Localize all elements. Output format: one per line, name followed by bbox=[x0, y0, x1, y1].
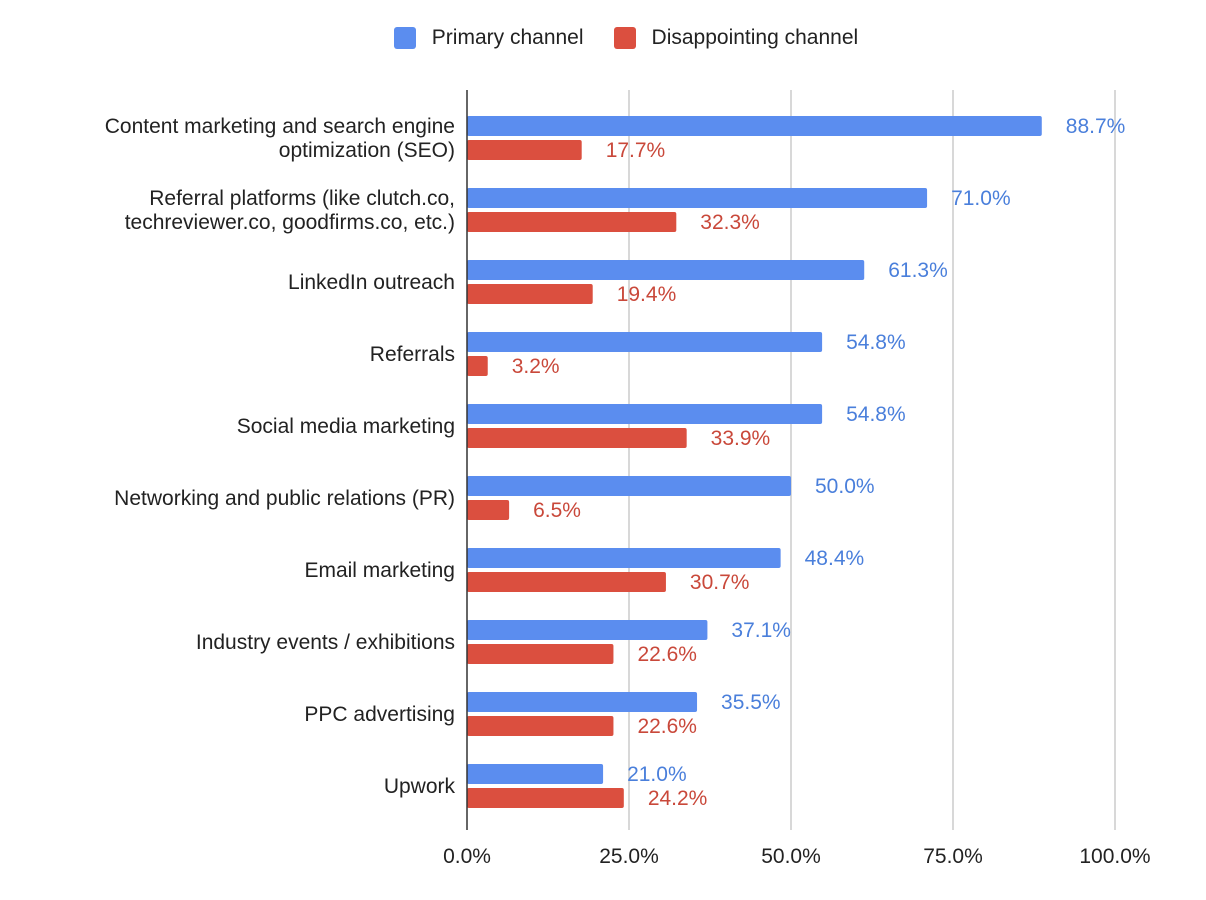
category-label: Content marketing and search engine optim… bbox=[105, 115, 455, 162]
x-tick-label: 75.0% bbox=[923, 845, 983, 868]
data-label: 22.6% bbox=[637, 643, 697, 666]
category-label-line: Referral platforms (like clutch.co, bbox=[149, 187, 455, 210]
x-tick-label: 25.0% bbox=[599, 845, 659, 868]
data-label: 71.0% bbox=[951, 187, 1011, 210]
category-label-line: Upwork bbox=[384, 775, 456, 798]
data-label: 22.6% bbox=[637, 715, 697, 738]
bar-primary bbox=[467, 548, 781, 568]
legend-label-primary: Primary channel bbox=[431, 26, 584, 49]
bar-primary bbox=[467, 764, 604, 784]
bar-disappointing bbox=[467, 212, 677, 232]
category-label: Networking and public relations (PR) bbox=[114, 487, 455, 510]
category-label: Referrals bbox=[370, 343, 455, 366]
bar-disappointing bbox=[467, 284, 593, 304]
data-label: 6.5% bbox=[533, 499, 581, 522]
bar-disappointing bbox=[467, 140, 582, 160]
bar-disappointing bbox=[467, 788, 624, 808]
bar-disappointing bbox=[467, 644, 614, 664]
category-label-line: techreviewer.co, goodfirms.co, etc.) bbox=[125, 211, 455, 234]
bar-disappointing bbox=[467, 500, 510, 520]
category-label: Referral platforms (like clutch.co, techr… bbox=[125, 187, 455, 234]
category-label-line: Email marketing bbox=[304, 559, 455, 582]
legend-swatch-disappointing bbox=[613, 27, 636, 49]
bar-primary bbox=[467, 404, 823, 424]
data-label: 17.7% bbox=[606, 139, 666, 162]
data-label: 3.2% bbox=[512, 355, 560, 378]
x-axis-ticks: 0.0% 25.0% 50.0% 75.0% 100.0% bbox=[443, 845, 1151, 868]
bar-primary bbox=[467, 332, 823, 352]
data-label: 35.5% bbox=[721, 691, 781, 714]
data-labels: 88.7% 17.7% 71.0% 32.3% 61.3% 19.4% 54.8% 3.2% 5… bbox=[512, 115, 1126, 810]
bar-disappointing bbox=[467, 428, 687, 448]
data-label: 21.0% bbox=[627, 763, 687, 786]
category-label: Upwork bbox=[384, 775, 456, 798]
category-label: LinkedIn outreach bbox=[288, 271, 455, 294]
category-label: Email marketing bbox=[304, 559, 455, 582]
legend-swatch-primary bbox=[393, 27, 416, 49]
data-label: 54.8% bbox=[846, 403, 906, 426]
data-label: 30.7% bbox=[690, 571, 750, 594]
data-label: 37.1% bbox=[731, 619, 791, 642]
x-tick-label: 50.0% bbox=[761, 845, 821, 868]
category-label: PPC advertising bbox=[304, 703, 455, 726]
data-label: 33.9% bbox=[711, 427, 771, 450]
bar-disappointing bbox=[467, 716, 614, 736]
category-label: Industry events / exhibitions bbox=[196, 631, 455, 654]
data-label: 24.2% bbox=[648, 787, 708, 810]
chart-legend: Primary channel Disappointing channel bbox=[0, 26, 1206, 50]
legend-item-primary-channel[interactable]: Primary channel bbox=[393, 26, 584, 50]
category-label-line: Networking and public relations (PR) bbox=[114, 487, 455, 510]
bar-primary bbox=[467, 692, 698, 712]
bar-primary bbox=[467, 116, 1042, 136]
legend-item-disappointing-channel[interactable]: Disappointing channel bbox=[613, 26, 859, 50]
bar-disappointing bbox=[467, 572, 666, 592]
data-label: 19.4% bbox=[617, 283, 677, 306]
bar-primary bbox=[467, 260, 865, 280]
x-tick-label: 100.0% bbox=[1079, 845, 1150, 868]
data-label: 32.3% bbox=[700, 211, 760, 234]
category-label-line: Content marketing and search engine bbox=[105, 115, 455, 138]
category-label-line: PPC advertising bbox=[304, 703, 455, 726]
data-label: 88.7% bbox=[1066, 115, 1126, 138]
data-label: 54.8% bbox=[846, 331, 906, 354]
data-label: 61.3% bbox=[888, 259, 948, 282]
legend-label-disappointing: Disappointing channel bbox=[651, 26, 859, 49]
category-label-line: LinkedIn outreach bbox=[288, 271, 455, 294]
category-label-line: Industry events / exhibitions bbox=[196, 631, 455, 654]
category-label-line: optimization (SEO) bbox=[279, 139, 455, 162]
category-labels: Content marketing and search engine optim… bbox=[105, 115, 456, 798]
bars bbox=[467, 116, 1042, 808]
bar-primary bbox=[467, 188, 928, 208]
x-tick-label: 0.0% bbox=[443, 845, 491, 868]
category-label: Social media marketing bbox=[237, 415, 455, 438]
bar-disappointing bbox=[467, 356, 488, 376]
data-label: 48.4% bbox=[805, 547, 865, 570]
category-label-line: Referrals bbox=[370, 343, 455, 366]
category-label-line: Social media marketing bbox=[237, 415, 455, 438]
data-label: 50.0% bbox=[815, 475, 875, 498]
bar-primary bbox=[467, 620, 708, 640]
bar-primary bbox=[467, 476, 791, 496]
